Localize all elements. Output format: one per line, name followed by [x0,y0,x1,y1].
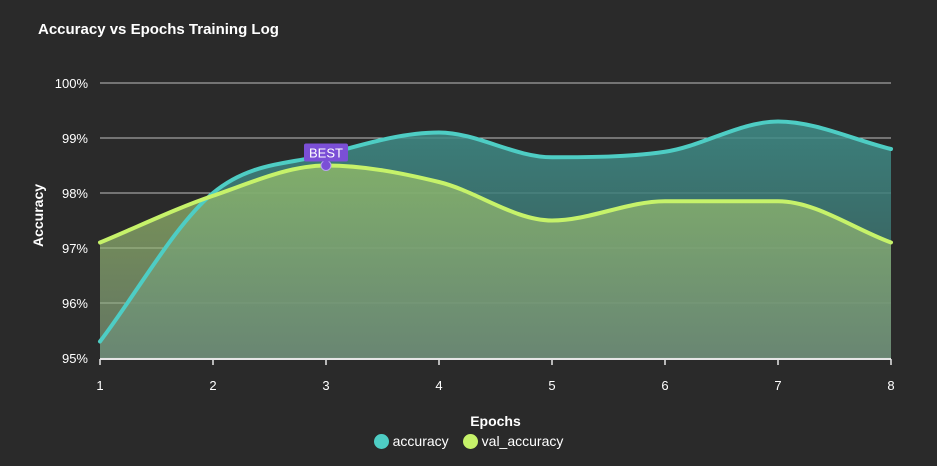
x-tick-label: 6 [661,378,668,393]
legend-swatch [462,433,478,449]
chart-svg: 95% 96% 97% 98% 99% 100% 1 2 3 4 5 6 7 8 Epochs Accurac… [30,76,895,429]
y-tick-label: 96% [62,296,88,311]
line-accuracy[interactable] [98,119,893,344]
area-val_accuracy [100,165,891,358]
legend-item-accuracy[interactable]: accuracy [373,433,449,449]
legend-label: val_accuracy [481,433,564,449]
chart-title: Accuracy vs Epochs Training Log [38,21,279,38]
x-tick-label: 5 [548,378,555,393]
y-tick-label: 95% [62,351,88,366]
best-label-box [304,143,348,162]
best-marker[interactable] [320,160,332,171]
y-tick-label: 100% [55,76,89,91]
y-axis-title: Accuracy [30,184,46,247]
series-lines [98,119,893,344]
y-tick-label: 99% [62,131,88,146]
x-tick-label: 4 [435,378,442,393]
x-tick-label: 3 [322,378,329,393]
line-val_accuracy[interactable] [98,163,893,245]
x-tick-label: 7 [774,378,781,393]
legend-swatch [373,433,389,449]
legend-label: accuracy [392,433,449,449]
area-fills [100,121,891,358]
x-tick-label: 2 [209,378,216,393]
y-tick-label: 97% [62,241,88,256]
annotations: BEST [304,143,348,171]
y-tick-label: 98% [62,186,88,201]
best-label: BEST [309,146,343,161]
x-tick-label: 8 [887,378,894,393]
x-tick-label: 1 [96,378,103,393]
legend: accuracy val_accuracy [0,433,937,449]
axes: 95% 96% 97% 98% 99% 100% 1 2 3 4 5 6 7 8 Epochs Accurac… [30,76,895,429]
legend-item-val_accuracy[interactable]: val_accuracy [462,433,564,449]
x-axis-title: Epochs [470,413,521,429]
